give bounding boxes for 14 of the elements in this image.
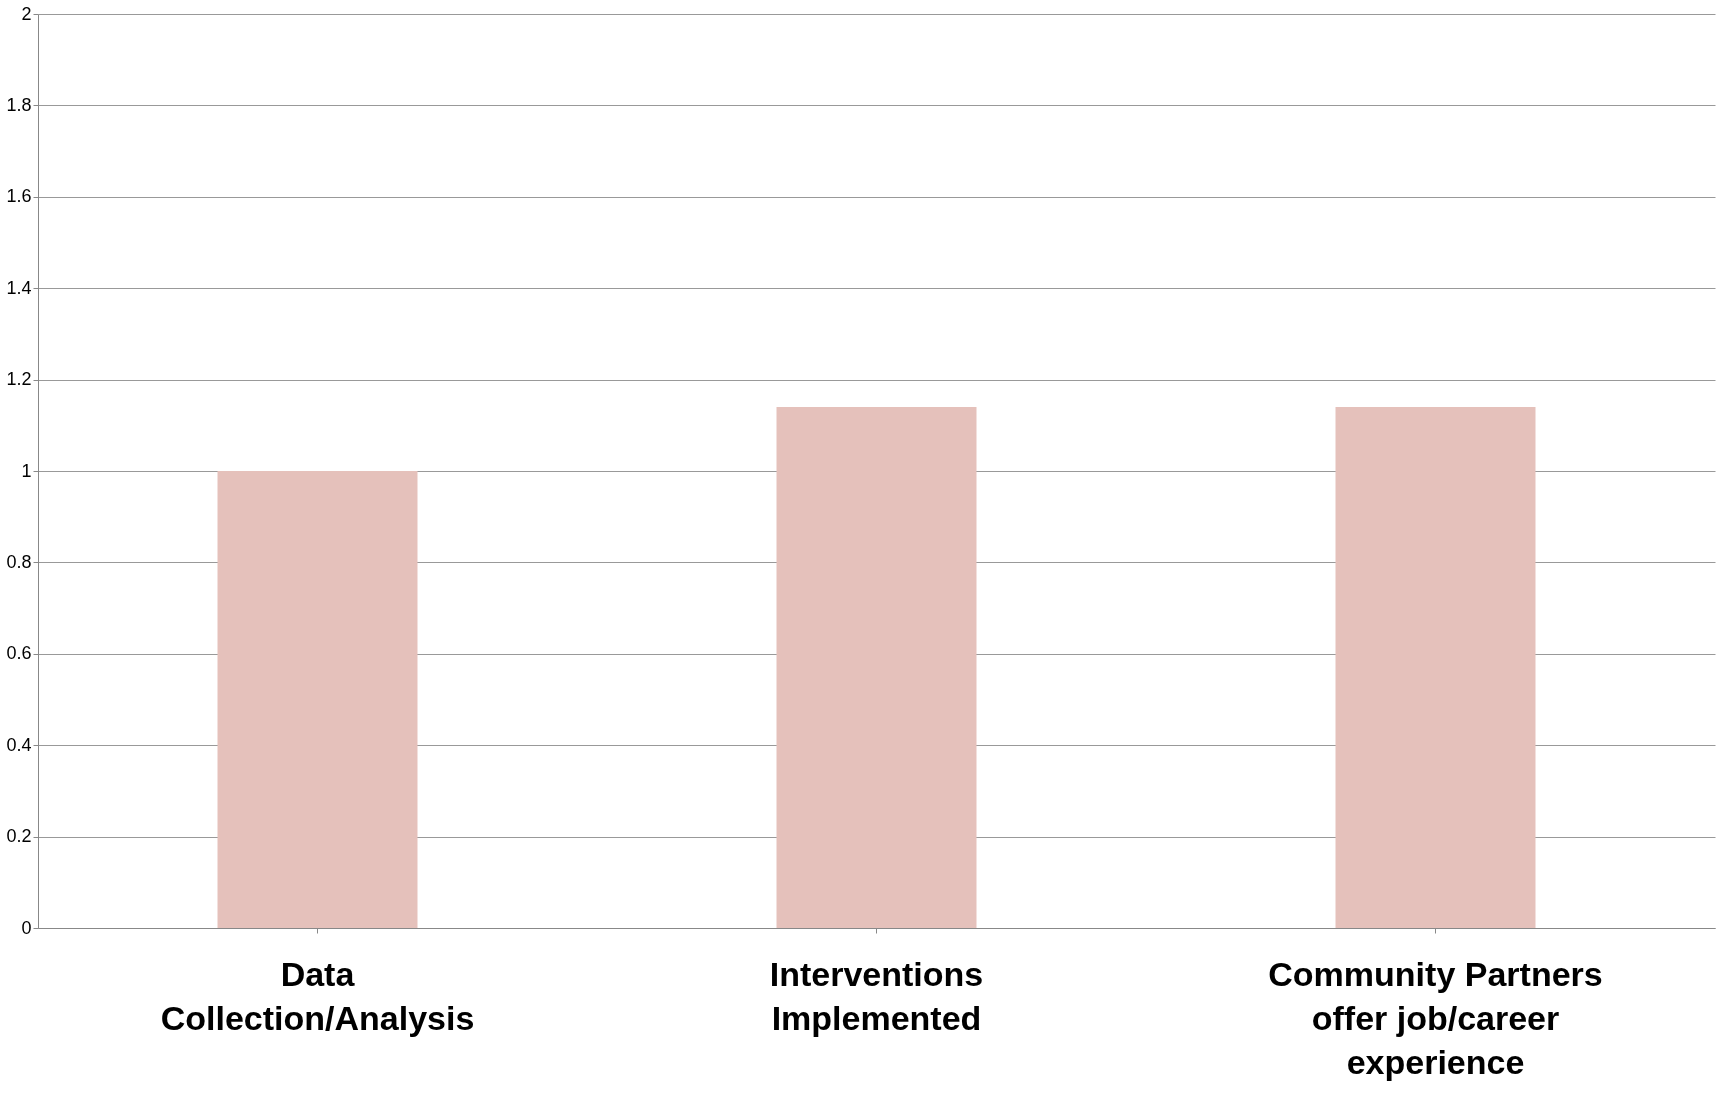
x-tick-label: Interventions Implemented: [769, 954, 984, 1037]
y-tick-label: 1.2: [6, 369, 32, 390]
y-tick-label: 1.6: [6, 186, 32, 207]
y-tick-label: 1.8: [6, 94, 32, 115]
y-tick-label: 0.8: [6, 551, 32, 572]
y-tick-label: 1: [21, 460, 32, 481]
y-tick-label: 2: [21, 3, 32, 24]
y-tick-label: 0.6: [6, 643, 32, 664]
y-tick-label: 1.4: [6, 277, 32, 298]
y-tick-label: 0.4: [6, 734, 32, 755]
y-tick-label: 0: [21, 917, 32, 938]
x-tick-label: Community Partners offer job/career experience: [1268, 954, 1603, 1081]
y-tick-label: 0.2: [6, 826, 32, 847]
x-tick-label: Data Collection/Analysis: [160, 954, 475, 1037]
